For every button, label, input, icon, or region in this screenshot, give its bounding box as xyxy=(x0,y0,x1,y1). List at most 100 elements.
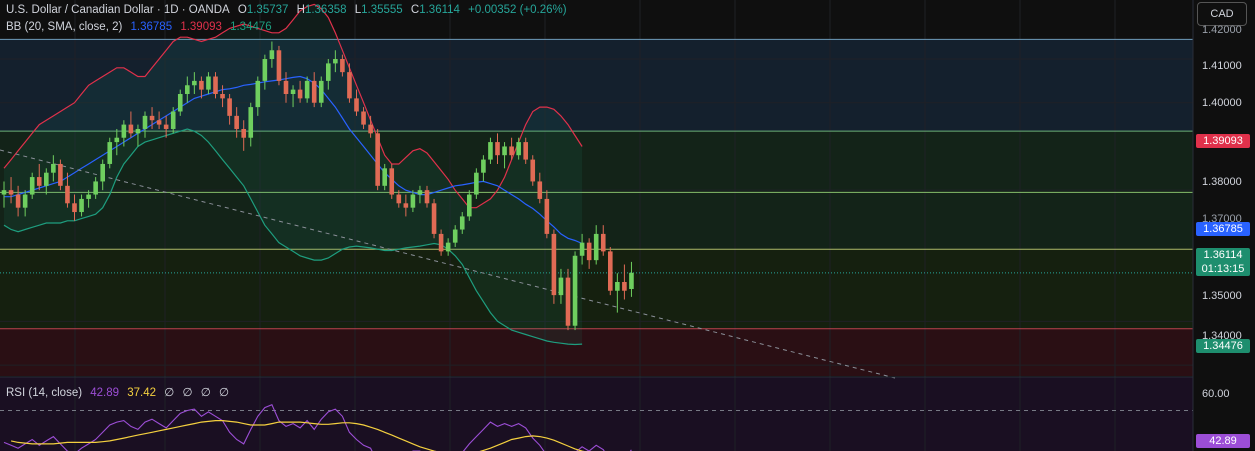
candle-body xyxy=(185,85,190,94)
candle-body xyxy=(558,277,564,296)
candle-body xyxy=(389,168,395,195)
candle-body xyxy=(290,89,296,94)
candle-51 xyxy=(361,107,366,129)
candle-body xyxy=(467,194,472,217)
candle-29 xyxy=(206,72,211,94)
candle-body xyxy=(248,107,254,138)
price-tick-4: 1.35000 xyxy=(1202,290,1242,302)
candle-20 xyxy=(142,111,148,138)
candle-24 xyxy=(170,107,176,134)
zone-blue xyxy=(0,39,1193,132)
candle-89 xyxy=(629,261,634,297)
candle-62 xyxy=(438,229,444,256)
bar-countdown: 01:13:15 xyxy=(1201,263,1245,275)
candle-body xyxy=(276,50,282,81)
candle-body xyxy=(347,72,352,99)
candle-body xyxy=(615,282,620,291)
rsi-legend-label: RSI (14, close) xyxy=(6,387,83,399)
candle-22 xyxy=(156,111,162,129)
rsi-legend[interactable]: RSI (14, close) 42.89 37.42 ∅ ∅ ∅ ∅ xyxy=(6,385,234,399)
candle-body xyxy=(495,142,500,156)
candle-65 xyxy=(459,212,465,234)
bb-upper-line xyxy=(3,3,583,209)
candle-75 xyxy=(530,155,536,186)
candle-57 xyxy=(403,194,409,217)
candle-body xyxy=(311,80,317,103)
candle-0 xyxy=(1,181,7,208)
candle-37 xyxy=(262,54,268,90)
candle-body xyxy=(22,194,28,208)
candle-49 xyxy=(347,63,352,103)
candle-59 xyxy=(417,185,423,204)
bb-legend-label: BB (20, SMA, close, 2) xyxy=(6,21,123,33)
bb-upper-price-tag: 1.39093 xyxy=(1196,134,1250,148)
candle-body xyxy=(227,98,232,116)
candle-body xyxy=(107,142,113,164)
candle-15 xyxy=(107,137,113,169)
candle-body xyxy=(142,115,148,129)
candle-11 xyxy=(79,194,84,217)
bb-lower-value: 1.34476 xyxy=(230,21,272,33)
last-price-value: 1.36114 xyxy=(1203,249,1243,261)
bb-legend[interactable]: BB (20, SMA, close, 2) 1.36785 1.39093 1… xyxy=(6,21,277,33)
candle-4 xyxy=(29,172,35,199)
bb-lower-line xyxy=(3,128,583,346)
candle-7 xyxy=(51,155,56,182)
candle-28 xyxy=(199,76,204,99)
candle-body xyxy=(622,282,627,291)
rsi-tick-60: 60.00 xyxy=(1202,388,1230,400)
candle-19 xyxy=(135,124,141,147)
price-tick-1: 1.41000 xyxy=(1202,60,1242,72)
candle-30 xyxy=(213,72,218,99)
candle-71 xyxy=(502,142,507,169)
candle-body xyxy=(368,124,373,134)
bb-basis-line xyxy=(4,75,583,245)
candle-body xyxy=(424,190,430,204)
candle-body xyxy=(36,177,42,186)
rsi-value-tag: 42.89 xyxy=(1196,434,1250,448)
price-change: +0.00352 (+0.26%) xyxy=(468,4,567,16)
candle-45 xyxy=(318,76,324,108)
candle-5 xyxy=(36,163,42,191)
candle-body xyxy=(135,128,141,134)
candle-8 xyxy=(58,159,63,191)
currency-button[interactable]: CAD xyxy=(1197,2,1247,26)
candle-body xyxy=(72,203,77,213)
candle-body xyxy=(177,94,183,112)
rsi-null-4: ∅ xyxy=(218,387,229,399)
candle-body xyxy=(170,111,176,129)
candle-31 xyxy=(220,85,225,108)
rsi-ma-value: 37.42 xyxy=(127,387,157,399)
candle-body xyxy=(65,185,70,204)
candle-12 xyxy=(86,190,91,208)
candle-body xyxy=(375,133,380,186)
candle-body xyxy=(15,194,21,208)
last-price-tag: 1.36114 01:13:15 xyxy=(1196,248,1250,276)
candle-84 xyxy=(593,225,599,265)
candle-body xyxy=(410,194,416,208)
candle-77 xyxy=(544,190,550,239)
candle-10 xyxy=(72,194,77,221)
candle-body xyxy=(213,76,218,94)
symbol-title[interactable]: U.S. Dollar / Canadian Dollar · 1D · OAN… xyxy=(6,4,230,16)
candle-38 xyxy=(269,41,275,68)
candle-55 xyxy=(389,163,395,199)
candle-body xyxy=(551,233,557,296)
candle-body xyxy=(114,137,120,143)
candle-86 xyxy=(608,247,613,296)
candle-63 xyxy=(445,238,451,256)
candle-body xyxy=(417,190,423,195)
horizontal-levels xyxy=(0,38,1193,330)
candle-body xyxy=(58,163,63,186)
candle-body xyxy=(318,80,324,103)
candle-body xyxy=(600,233,606,252)
candle-body xyxy=(608,251,613,291)
candle-6 xyxy=(44,168,49,195)
bb-fill-area xyxy=(4,4,583,345)
candle-46 xyxy=(326,59,331,90)
candle-13 xyxy=(93,177,98,199)
ohlc-open: O1.35737 xyxy=(237,4,289,16)
candle-78 xyxy=(551,229,557,304)
